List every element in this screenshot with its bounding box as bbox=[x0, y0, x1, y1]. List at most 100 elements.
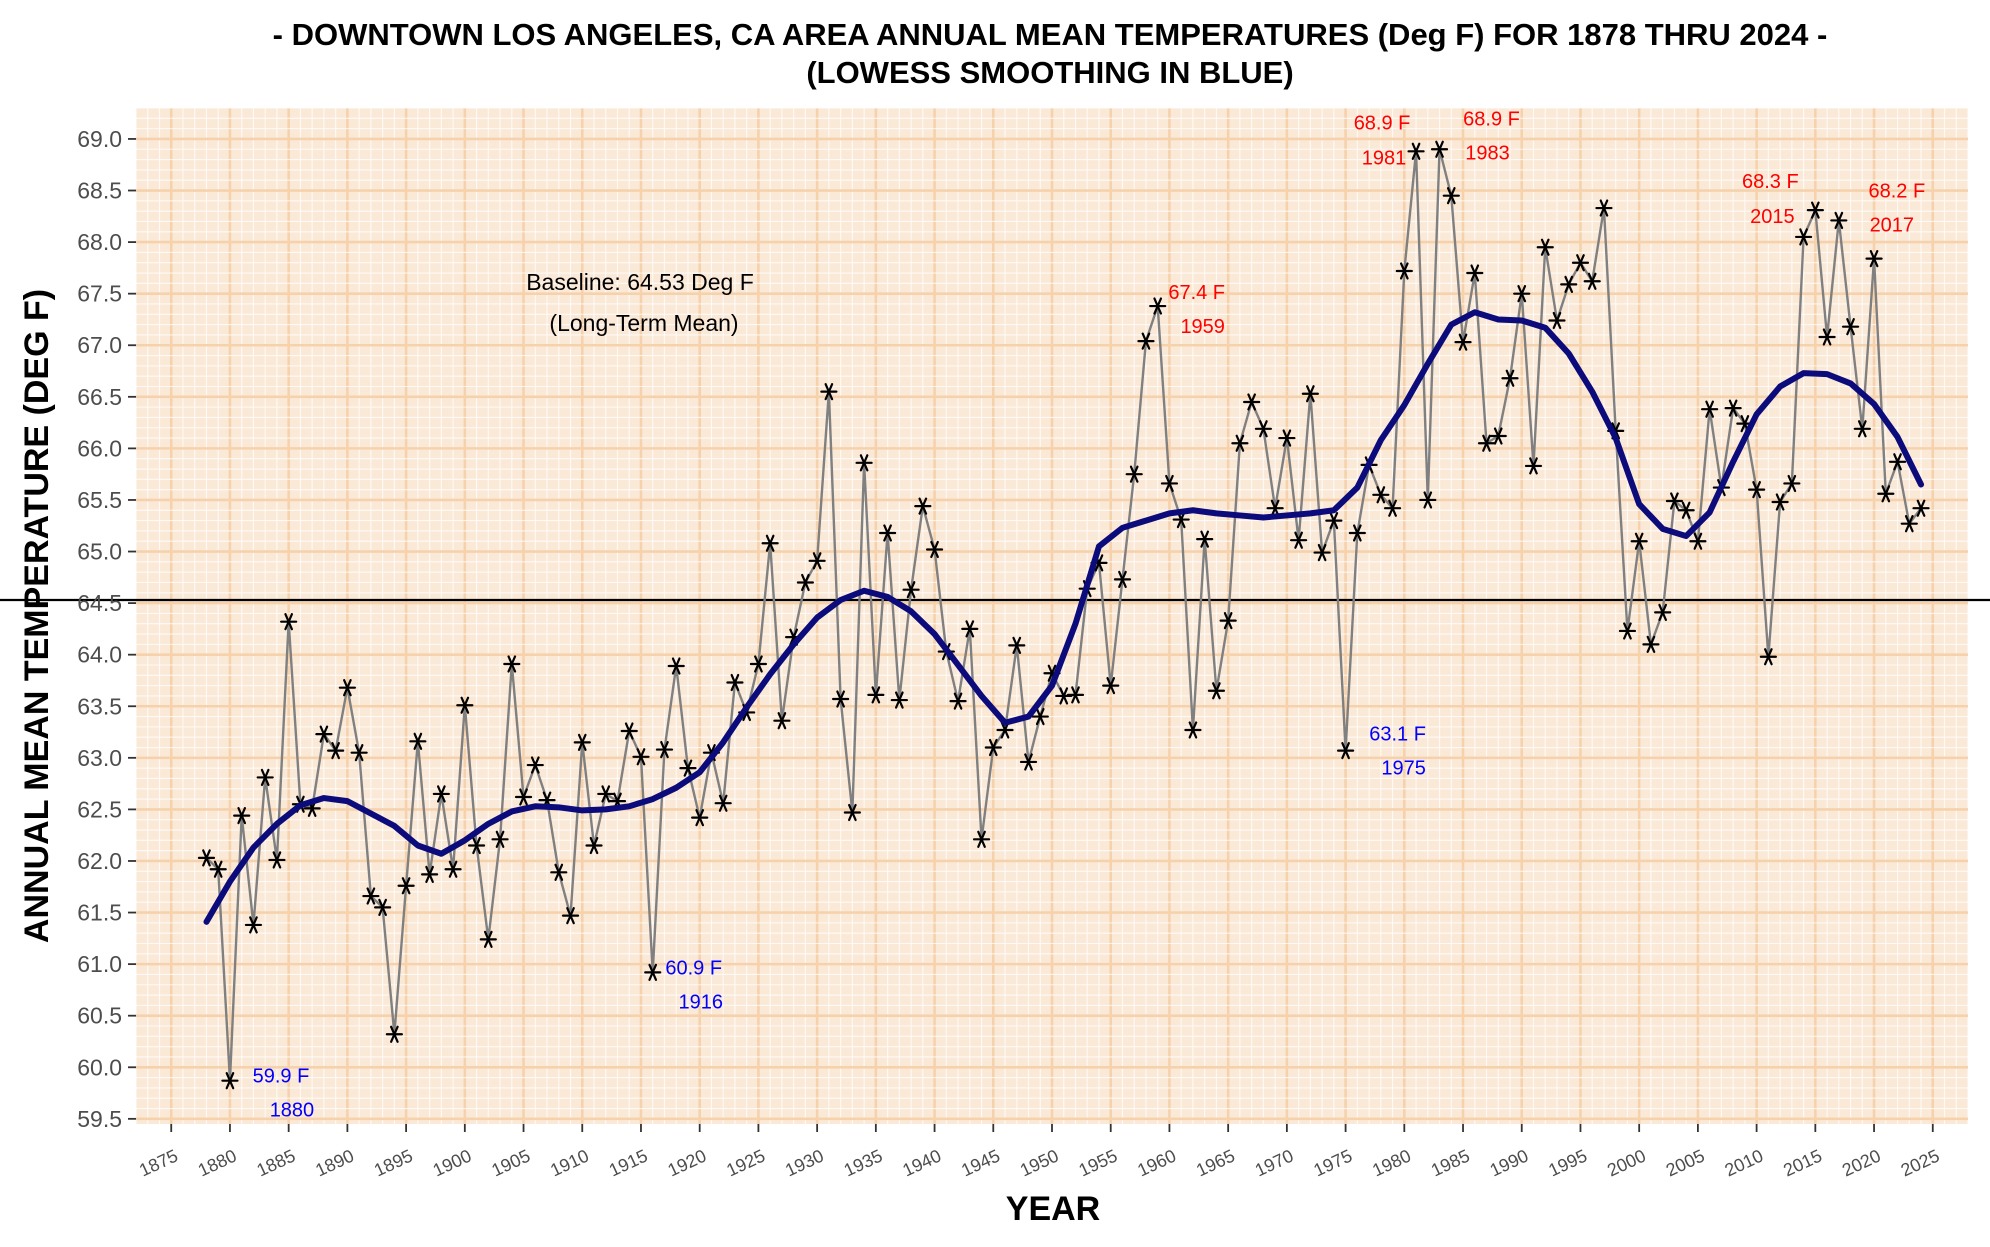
data-point bbox=[691, 809, 709, 827]
y-axis-title: ANNUAL MEAN TEMPERATURE (DEG F) bbox=[18, 289, 56, 943]
data-point bbox=[644, 963, 662, 981]
data-point bbox=[867, 686, 885, 704]
data-point bbox=[632, 748, 650, 766]
data-point bbox=[761, 534, 779, 552]
data-point bbox=[1008, 636, 1026, 654]
x-tick-label: 1940 bbox=[900, 1145, 945, 1180]
data-point bbox=[749, 655, 768, 673]
data-point bbox=[1536, 238, 1554, 256]
data-point bbox=[1701, 400, 1719, 418]
data-point bbox=[1336, 742, 1355, 760]
annotation-value: 68.2 F bbox=[1868, 180, 1925, 202]
data-point bbox=[655, 740, 674, 759]
data-point bbox=[514, 788, 533, 806]
annual-mean-points bbox=[197, 140, 1930, 1090]
y-tick-label: 67.5 bbox=[77, 281, 122, 307]
annotation-value: 68.9 F bbox=[1463, 108, 1520, 130]
y-tick-label: 65.5 bbox=[77, 487, 122, 513]
data-point bbox=[597, 785, 615, 803]
data-point bbox=[456, 696, 474, 714]
lowess-smoothing-line bbox=[203, 309, 1925, 925]
x-tick-label: 1995 bbox=[1545, 1145, 1590, 1180]
data-point bbox=[1642, 635, 1660, 653]
x-tick-label: 1890 bbox=[312, 1145, 357, 1180]
data-point bbox=[1724, 399, 1742, 417]
data-point bbox=[1783, 474, 1801, 493]
data-point bbox=[420, 865, 439, 883]
data-point bbox=[221, 1072, 239, 1090]
x-axis-ticks: 1875 1880 1885 1890 1895 1900 1905 1910 1915 1920… bbox=[136, 1124, 1942, 1181]
data-point bbox=[1900, 515, 1918, 533]
data-point bbox=[385, 1025, 403, 1043]
data-point bbox=[315, 725, 333, 743]
data-point bbox=[1665, 492, 1684, 510]
data-point bbox=[1254, 420, 1272, 438]
data-point bbox=[1912, 499, 1930, 517]
x-tick-label: 2020 bbox=[1839, 1145, 1884, 1180]
x-tick-label: 1920 bbox=[665, 1145, 710, 1180]
data-point bbox=[409, 732, 427, 750]
data-point bbox=[256, 768, 274, 787]
x-tick-label: 2015 bbox=[1780, 1145, 1825, 1180]
x-tick-label: 1950 bbox=[1017, 1145, 1062, 1180]
data-point bbox=[890, 691, 908, 709]
annotation-value: 68.9 F bbox=[1354, 112, 1411, 134]
data-point bbox=[1771, 493, 1789, 511]
data-point bbox=[1524, 457, 1543, 475]
data-point bbox=[573, 733, 591, 751]
data-point bbox=[1278, 429, 1296, 447]
data-point bbox=[1243, 393, 1261, 411]
y-tick-label: 64.5 bbox=[77, 590, 122, 616]
y-tick-label: 63.5 bbox=[77, 693, 122, 719]
data-point bbox=[714, 794, 732, 812]
data-point bbox=[550, 863, 568, 881]
x-tick-label: 2000 bbox=[1604, 1145, 1649, 1180]
annotation-year: 1880 bbox=[270, 1100, 315, 1122]
data-point bbox=[843, 803, 861, 822]
data-point bbox=[1548, 311, 1566, 330]
data-point bbox=[526, 756, 544, 774]
data-point bbox=[1560, 275, 1578, 293]
data-point bbox=[1583, 272, 1601, 290]
data-point bbox=[808, 552, 826, 570]
data-point bbox=[1019, 753, 1038, 771]
chart-title: - DOWNTOWN LOS ANGELES, CA AREA ANNUAL M… bbox=[273, 17, 1828, 52]
data-point bbox=[1853, 420, 1871, 438]
data-point bbox=[620, 722, 638, 740]
data-point bbox=[1513, 285, 1531, 303]
data-point bbox=[855, 454, 873, 472]
data-point bbox=[197, 849, 216, 867]
data-point bbox=[1125, 465, 1143, 483]
data-point bbox=[1677, 501, 1695, 519]
data-point bbox=[350, 744, 368, 762]
data-point bbox=[397, 877, 415, 895]
data-point bbox=[1865, 249, 1883, 268]
x-tick-label: 1980 bbox=[1369, 1145, 1414, 1180]
x-tick-label: 1960 bbox=[1134, 1145, 1179, 1180]
x-tick-label: 1875 bbox=[136, 1145, 181, 1180]
data-point bbox=[961, 620, 979, 638]
data-point bbox=[679, 759, 697, 777]
data-point bbox=[1759, 648, 1777, 666]
x-tick-label: 1910 bbox=[547, 1145, 592, 1180]
data-point bbox=[1137, 332, 1155, 350]
y-tick-label: 61.0 bbox=[77, 951, 122, 977]
x-tick-label: 1905 bbox=[488, 1145, 533, 1180]
y-tick-label: 62.0 bbox=[77, 848, 122, 874]
x-tick-label: 1985 bbox=[1428, 1145, 1473, 1180]
y-tick-label: 65.0 bbox=[77, 539, 122, 565]
data-point bbox=[726, 673, 744, 692]
data-point bbox=[1841, 318, 1860, 336]
baseline-sublabel: (Long-Term Mean) bbox=[549, 310, 738, 336]
data-point bbox=[1430, 140, 1449, 158]
data-point bbox=[925, 540, 944, 559]
y-tick-label: 68.0 bbox=[77, 229, 122, 255]
annotation-year: 2015 bbox=[1750, 206, 1795, 228]
annotation-value: 63.1 F bbox=[1369, 724, 1426, 746]
data-point bbox=[984, 738, 1002, 757]
annotation-year: 1975 bbox=[1381, 758, 1426, 780]
data-point bbox=[491, 830, 509, 848]
data-point bbox=[1618, 622, 1637, 640]
data-point bbox=[1794, 228, 1813, 246]
